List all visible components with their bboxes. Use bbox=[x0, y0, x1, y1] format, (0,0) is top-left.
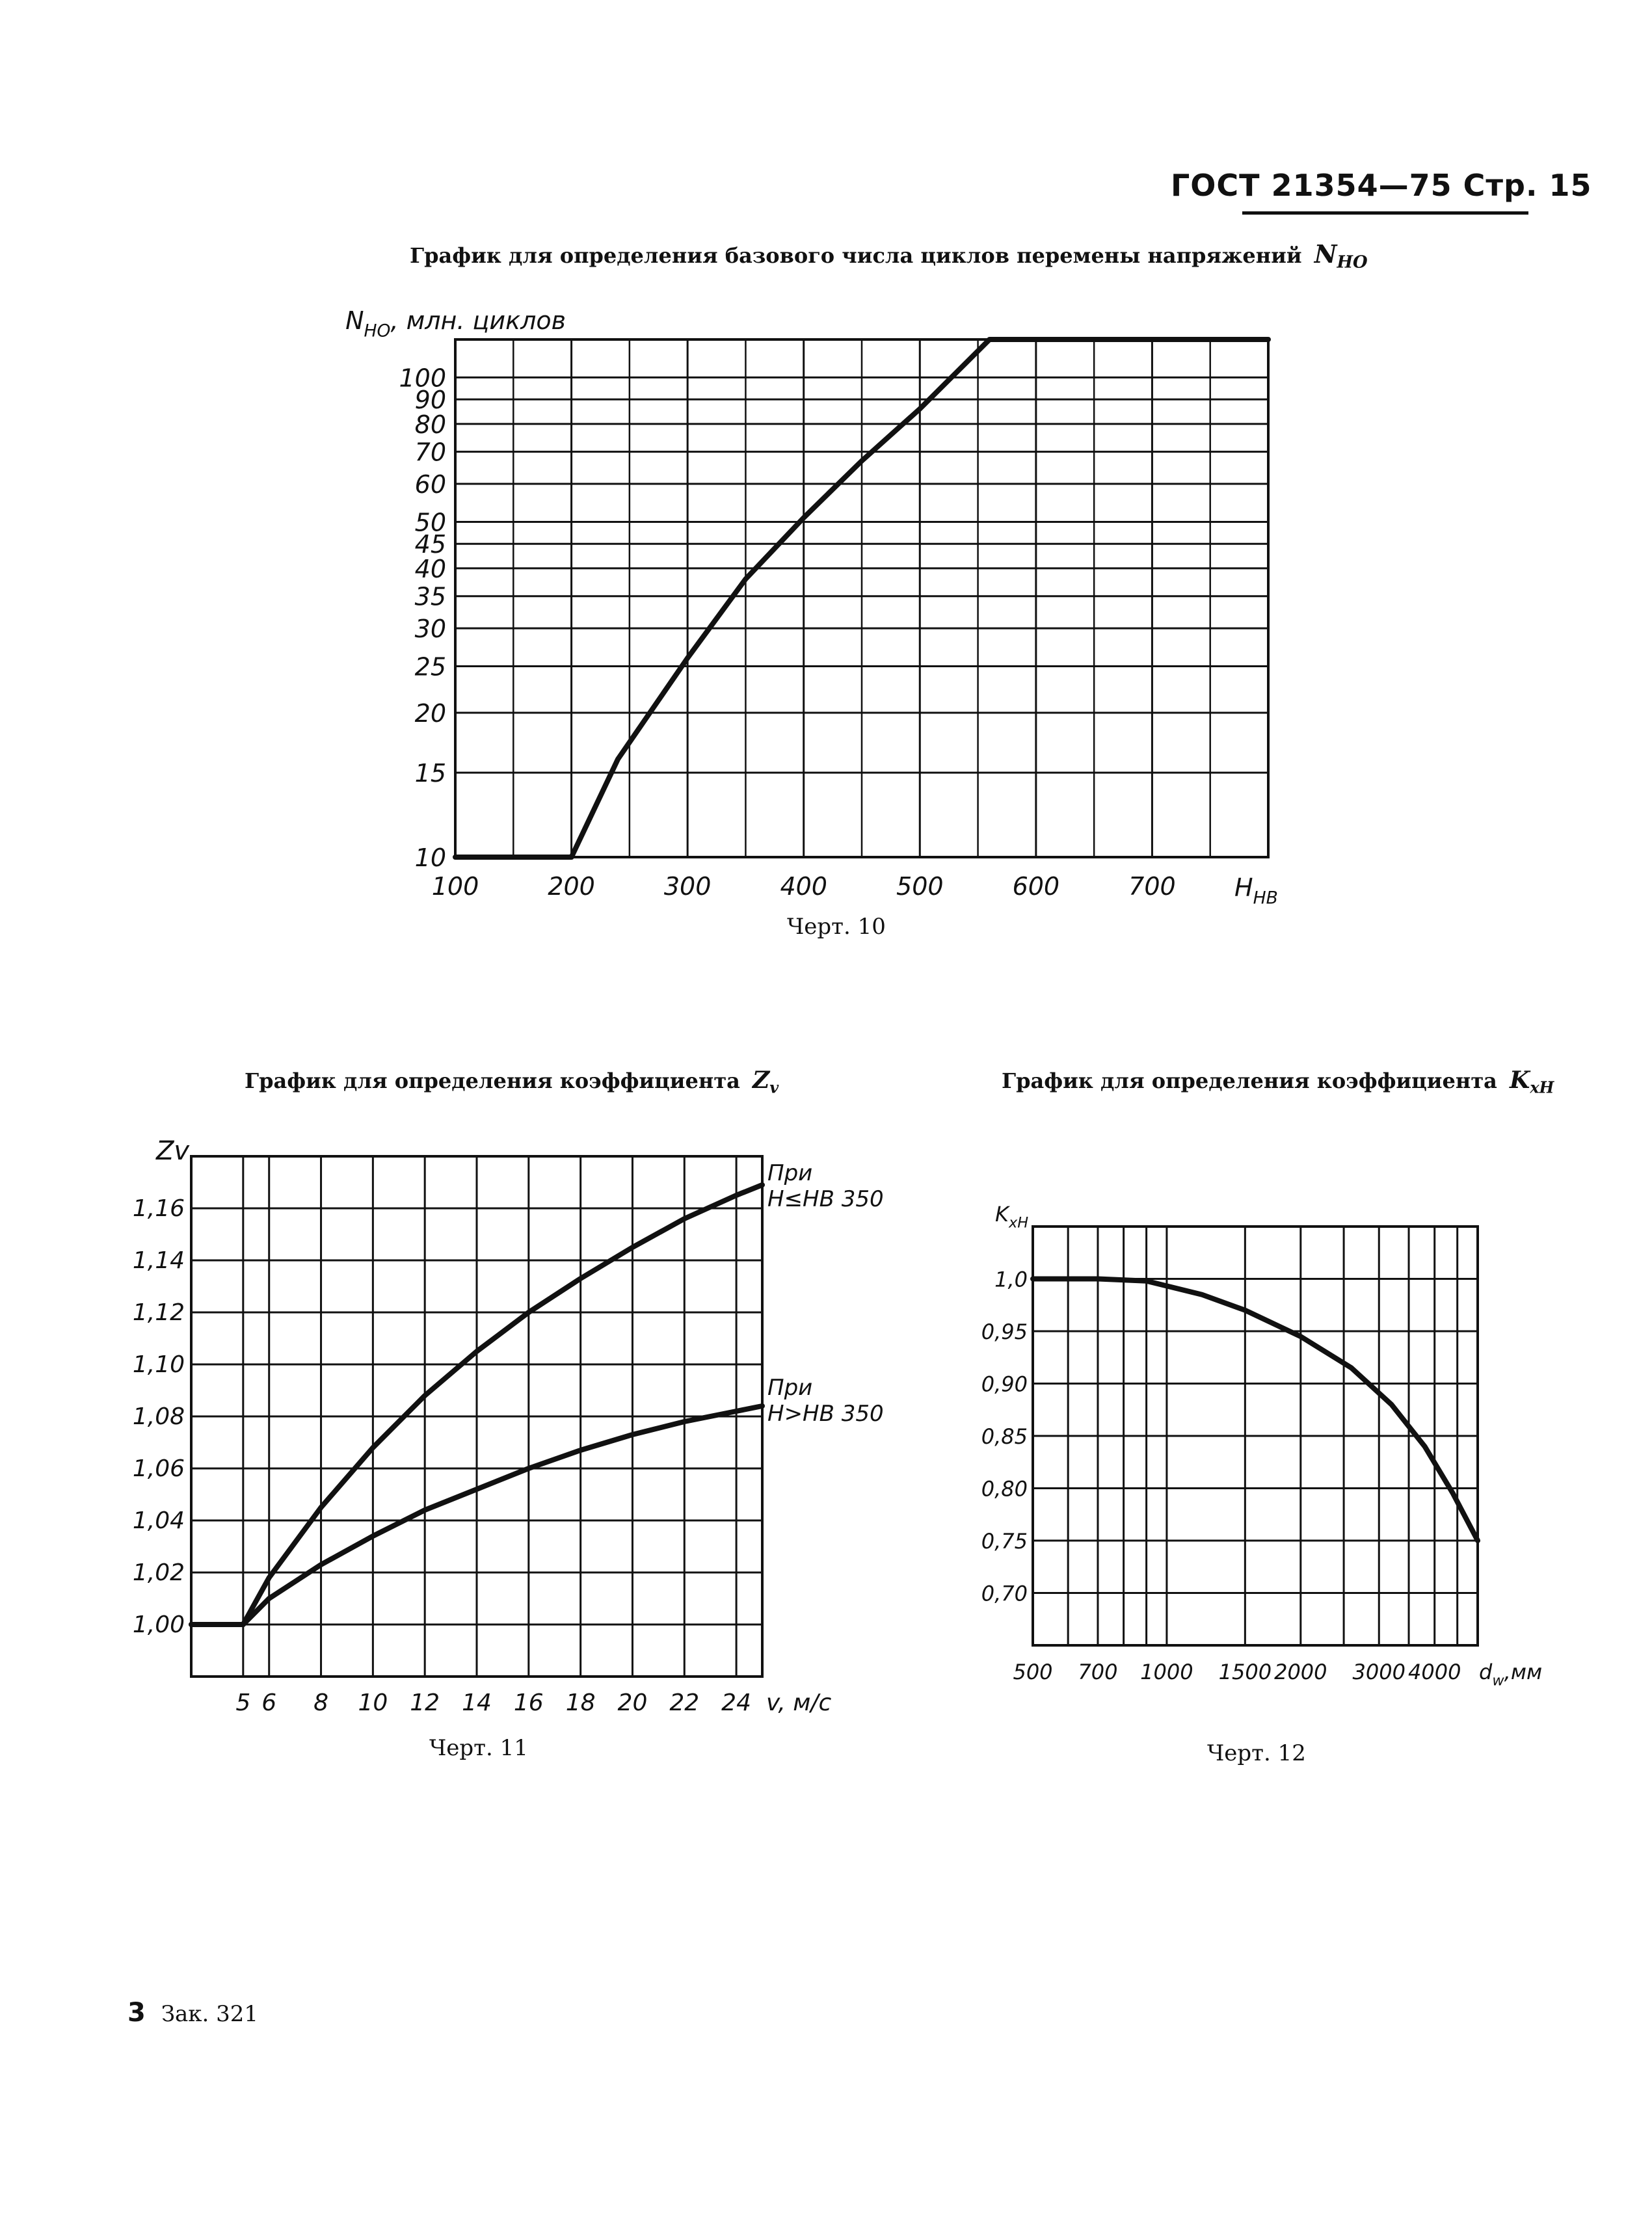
chart12: 500 700 1000 1500 2000 3000 4000 0,70 0,75 0,80 0,… bbox=[981, 1202, 1542, 1690]
chart12-curve bbox=[1030, 1276, 1480, 1543]
chart11-curve-2 bbox=[189, 1403, 765, 1627]
chart10-title: График для определения базового числа ци… bbox=[410, 239, 1368, 272]
chart10-y-tick-label: 10 bbox=[415, 843, 446, 872]
chart11-x-tick-label: 6 bbox=[261, 1690, 276, 1716]
chart11-series-label-line1: При bbox=[767, 1160, 812, 1186]
chart10-y-tick-label: 25 bbox=[415, 652, 446, 681]
chart10-y-tick-label: 80 bbox=[415, 410, 446, 439]
chart12-title-sub: xH bbox=[1530, 1078, 1554, 1097]
chart10-caption: Черт. 10 bbox=[787, 914, 886, 940]
chart10-title-sub: HO bbox=[1337, 252, 1368, 272]
chart12-x-tick-label: 4000 bbox=[1408, 1660, 1461, 1684]
chart11-x-tick-label: 14 bbox=[462, 1690, 492, 1716]
chart11-y-tick-label: 1,04 bbox=[133, 1507, 185, 1534]
chart11-series-label-line2: H>HB 350 bbox=[767, 1401, 884, 1427]
chart10-frame bbox=[454, 338, 1270, 858]
chart10-x-tick-label: 500 bbox=[896, 872, 944, 901]
chart10-y-tick-label: 60 bbox=[415, 470, 446, 499]
chart10-y-tick-label: 30 bbox=[415, 615, 446, 643]
chart12-frame bbox=[1032, 1225, 1479, 1647]
chart11-title-text: График для определения коэффициента bbox=[245, 1068, 740, 1093]
chart10-x-tick-label: 300 bbox=[664, 872, 712, 901]
chart12-x-tick-label: 1500 bbox=[1219, 1660, 1272, 1684]
chart10-y-tick-label: 40 bbox=[415, 555, 446, 583]
chart10-x-tick-label: 700 bbox=[1128, 872, 1176, 901]
chart10-y-axis-label: NHO, млн. циклов bbox=[345, 306, 566, 341]
chart10-x-tick-label: 400 bbox=[780, 872, 827, 901]
chart10-curve bbox=[453, 337, 1271, 860]
chart11-x-tick-label: 5 bbox=[235, 1690, 250, 1716]
chart12-y-tick-label: 0,75 bbox=[981, 1529, 1028, 1554]
chart11-y-tick-label: 1,00 bbox=[133, 1611, 185, 1638]
chart10-y-tick-label: 70 bbox=[415, 438, 446, 467]
chart10-y-tick-label: 100 bbox=[399, 364, 446, 392]
chart11-title-sub: v bbox=[769, 1078, 779, 1097]
chart10-y-tick-label: 15 bbox=[415, 759, 446, 788]
chart11-x-tick-label: 10 bbox=[358, 1690, 388, 1716]
chart12-y-tick-label: 0,85 bbox=[981, 1424, 1028, 1449]
chart11-y-tick-label: 1,06 bbox=[133, 1455, 185, 1482]
chart10-y-tick-label: 20 bbox=[415, 699, 446, 728]
chart12-caption: Черт. 12 bbox=[1207, 1740, 1306, 1766]
chart10-y-tick-label: 50 bbox=[415, 508, 446, 537]
chart11-frame bbox=[190, 1155, 764, 1678]
chart11-x-tick-label: 22 bbox=[669, 1690, 699, 1716]
chart12-x-tick-label: 3000 bbox=[1353, 1660, 1406, 1684]
chart11-y-tick-label: 1,16 bbox=[133, 1195, 185, 1222]
page-header: ГОСТ 21354—75 Стр. 15 bbox=[1171, 168, 1592, 203]
chart11-x-tick-label: 8 bbox=[313, 1690, 328, 1716]
chart12-x-tick-label: 700 bbox=[1078, 1660, 1117, 1684]
chart11-x-tick-label: 18 bbox=[566, 1690, 596, 1716]
chart11-y-tick-label: 1,02 bbox=[133, 1559, 185, 1586]
chart10-y-tick-label: 35 bbox=[415, 583, 446, 611]
header-rule bbox=[1242, 211, 1528, 215]
chart11-y-tick-label: 1,14 bbox=[133, 1247, 185, 1274]
chart11-title-symbol: Z bbox=[753, 1067, 770, 1094]
chart11-x-tick-label: 24 bbox=[721, 1690, 751, 1716]
chart12-y-tick-label: 0,90 bbox=[981, 1372, 1028, 1397]
chart10-y-tick-label: 45 bbox=[415, 530, 446, 559]
chart11-x-tick-label: 20 bbox=[618, 1690, 648, 1716]
chart12-y-axis-label: KxH bbox=[995, 1202, 1028, 1232]
chart11-curve-1 bbox=[189, 1182, 765, 1627]
chart12-title-text: График для определения коэффициента bbox=[1002, 1068, 1497, 1093]
footer-page-number: 3 bbox=[127, 1998, 146, 2028]
chart11-x-tick-label: 16 bbox=[514, 1690, 544, 1716]
chart11-y-tick-label: 1,10 bbox=[133, 1351, 185, 1378]
chart12-y-tick-label: 0,70 bbox=[981, 1582, 1028, 1606]
chart12-y-tick-label: 1,0 bbox=[994, 1267, 1028, 1292]
chart11-x-axis-label: v, м/с bbox=[766, 1690, 832, 1716]
chart10-y-tick-label: 90 bbox=[415, 386, 446, 414]
chart12-x-tick-label: 1000 bbox=[1140, 1660, 1193, 1684]
chart12-title-symbol: K bbox=[1510, 1067, 1530, 1094]
chart10-title-text: График для определения базового числа ци… bbox=[410, 243, 1302, 268]
chart11: 5 6 8 10 12 14 16 18 20 22 24 1,00 1,02 1,04 1,06 1,08 1… bbox=[133, 1136, 884, 1716]
chart11-title: График для определения коэффициента Zv bbox=[245, 1067, 779, 1096]
chart10-x-axis-label: HHB bbox=[1234, 873, 1278, 908]
chart10-x-tick-label: 200 bbox=[548, 872, 595, 901]
chart10-title-symbol: N bbox=[1314, 239, 1337, 269]
chart11-caption: Черт. 11 bbox=[429, 1735, 528, 1761]
chart11-series-label-line2: H≤HB 350 bbox=[767, 1186, 884, 1212]
chart12-x-tick-label: 500 bbox=[1013, 1660, 1052, 1684]
chart11-y-tick-label: 1,12 bbox=[133, 1299, 185, 1326]
chart12-x-axis-label: dw,мм bbox=[1479, 1660, 1542, 1690]
page-footer: 3 Зак. 321 bbox=[127, 1998, 258, 2028]
chart12-y-tick-label: 0,95 bbox=[981, 1320, 1028, 1344]
chart12-x-tick-label: 2000 bbox=[1274, 1660, 1327, 1684]
chart10-x-tick-label: 600 bbox=[1013, 872, 1060, 901]
chart12-title: График для определения коэффициента KxH bbox=[1002, 1067, 1554, 1096]
chart10-x-tick-label: 100 bbox=[432, 872, 479, 901]
chart12-y-tick-label: 0,80 bbox=[981, 1477, 1028, 1502]
chart11-y-tick-label: 1,08 bbox=[133, 1403, 185, 1430]
footer-order: Зак. 321 bbox=[161, 2001, 259, 2027]
chart11-series-label-line1: При bbox=[767, 1375, 812, 1401]
chart11-y-axis-label: Zv bbox=[155, 1136, 190, 1166]
chart11-x-tick-label: 12 bbox=[410, 1690, 440, 1716]
